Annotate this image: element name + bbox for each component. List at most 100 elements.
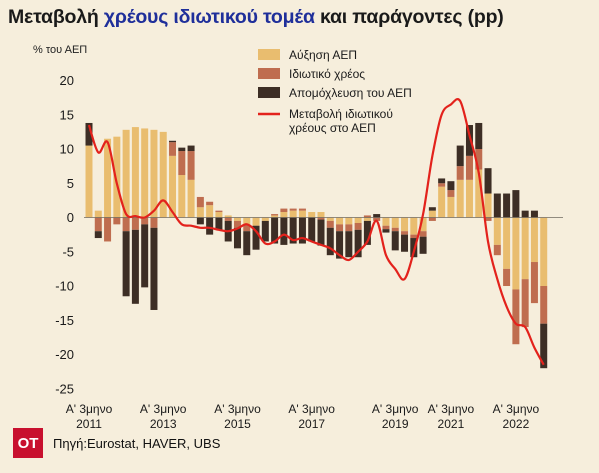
bar-private-debt <box>94 217 102 232</box>
bar-gdp-growth <box>456 179 464 218</box>
bar-private-debt <box>233 220 241 228</box>
bar-private-debt <box>104 217 112 242</box>
bar-private-debt <box>540 286 548 324</box>
bar-deleveraging <box>465 125 473 156</box>
bar-private-debt <box>419 231 427 237</box>
bar-gdp-growth <box>447 196 455 218</box>
bar-gdp-growth <box>169 155 177 218</box>
bar-private-debt <box>150 217 158 228</box>
bar-deleveraging <box>243 231 251 256</box>
bar-gdp-growth <box>428 210 436 218</box>
bar-deleveraging <box>391 231 399 251</box>
bar-private-debt <box>271 214 279 216</box>
bar-gdp-growth <box>503 217 511 269</box>
bar-deleveraging <box>354 229 362 258</box>
bar-private-debt <box>391 227 399 232</box>
bar-deleveraging <box>141 224 149 288</box>
bar-gdp-growth <box>178 175 186 218</box>
y-tick-label: 5 <box>67 176 74 191</box>
page-title: Μεταβολή χρέους ιδιωτικού τομέα και παρά… <box>8 6 504 29</box>
y-tick-label: 0 <box>67 210 74 225</box>
y-axis: 20 15 10 5 0 -5 -10 -15 -20 -25 <box>55 73 74 396</box>
y-axis-unit-label: % του ΑΕΠ <box>33 44 88 56</box>
bar-deleveraging <box>169 140 177 143</box>
bar-gdp-growth <box>521 217 529 280</box>
bar-deleveraging <box>233 227 241 249</box>
bar-deleveraging <box>308 217 316 242</box>
y-tick-label: -20 <box>55 347 74 362</box>
bar-deleveraging <box>178 147 186 152</box>
bar-deleveraging <box>475 122 483 149</box>
bar-deleveraging <box>85 122 93 146</box>
bar-gdp-growth <box>475 169 483 218</box>
x-tick-label: Α' 3μηνο <box>214 402 261 416</box>
bar-deleveraging <box>206 217 214 235</box>
bar-gdp-growth <box>243 217 251 225</box>
bar-gdp-growth <box>85 145 93 218</box>
bar-deleveraging <box>410 238 418 258</box>
bar-private-debt <box>530 262 538 304</box>
bar-deleveraging <box>336 231 344 259</box>
x-tick-label: Α' 3μηνο <box>288 402 335 416</box>
bar-gdp-growth <box>465 179 473 218</box>
bar-gdp-growth <box>196 207 204 218</box>
bar-gdp-growth <box>540 217 548 286</box>
source-text: Πηγή:Eurostat, HAVER, UBS <box>53 435 221 451</box>
x-tick-label: Α' 3μηνο <box>372 402 419 416</box>
bar-gdp-growth <box>345 217 353 225</box>
bar-gdp-growth <box>326 217 334 221</box>
bar-deleveraging <box>122 231 130 297</box>
bar-deleveraging <box>456 145 464 167</box>
bar-private-debt <box>401 231 409 235</box>
bar-deleveraging <box>298 217 306 244</box>
bar-deleveraging <box>540 323 548 369</box>
brand-logo: OT <box>13 428 43 458</box>
bar-private-debt <box>122 217 130 232</box>
x-tick-year: 2011 <box>76 417 102 430</box>
bar-gdp-growth <box>150 129 158 218</box>
bar-private-debt <box>169 142 177 156</box>
bar-gdp-growth <box>438 186 446 218</box>
bar-deleveraging <box>215 217 223 230</box>
bar-gdp-growth <box>113 136 121 218</box>
x-tick-year: 2015 <box>224 417 251 430</box>
bar-gdp-growth <box>391 217 399 228</box>
bar-private-debt <box>187 151 195 180</box>
bar-deleveraging <box>512 190 520 218</box>
bar-deleveraging <box>317 219 325 246</box>
bar-gdp-growth <box>382 217 390 226</box>
bar-deleveraging <box>252 225 260 250</box>
x-tick-year: 2019 <box>382 417 409 430</box>
y-tick-label: -5 <box>62 244 74 259</box>
bar-gdp-growth <box>187 179 195 218</box>
bar-private-debt <box>345 224 353 232</box>
legend: Αύξηση ΑΕΠ Ιδιωτικό χρέος Απομόχλευση του … <box>258 48 412 135</box>
bar-gdp-growth <box>224 215 232 218</box>
title-highlight: χρέους ιδιωτικού τομέα <box>103 6 315 28</box>
bar-gdp-growth <box>141 128 149 218</box>
bar-deleveraging <box>373 214 381 218</box>
bar-deleveraging <box>428 207 436 211</box>
y-tick-label: 20 <box>60 73 74 88</box>
bar-private-debt <box>428 217 436 221</box>
bar-private-debt <box>484 217 492 221</box>
bar-gdp-growth <box>280 212 288 218</box>
bar-gdp-growth <box>336 217 344 225</box>
footer: OT Πηγή:Eurostat, HAVER, UBS <box>0 428 599 458</box>
bar-deleveraging <box>447 181 455 191</box>
bar-deleveraging <box>345 231 353 258</box>
bar-gdp-growth <box>401 217 409 232</box>
bar-deleveraging <box>94 231 102 239</box>
bar-private-debt <box>196 196 204 208</box>
bar-gdp-growth <box>363 217 371 221</box>
bar-deleveraging <box>326 227 334 256</box>
y-tick-label: -15 <box>55 313 74 328</box>
bar-private-debt <box>280 208 288 213</box>
bar-private-debt <box>178 151 186 176</box>
title-part1: Μεταβολή <box>8 6 104 28</box>
x-tick-year: 2021 <box>438 417 465 430</box>
legend-swatch <box>258 49 280 60</box>
series-line <box>87 98 545 366</box>
